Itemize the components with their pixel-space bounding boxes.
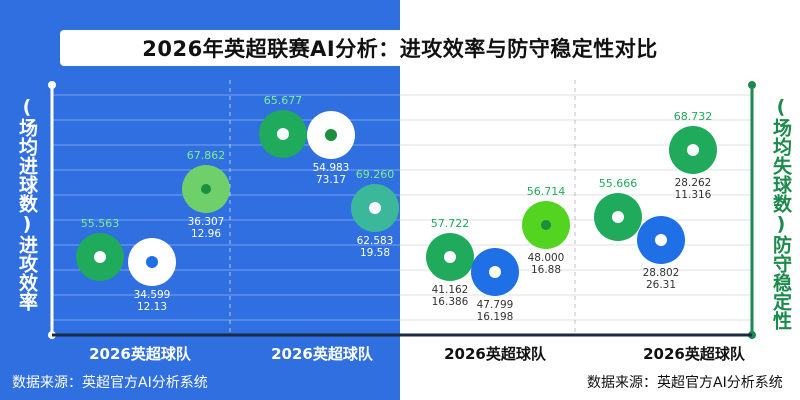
data-label-bottom-g4-p3-1: 28.262 (675, 177, 712, 189)
data-label-bottom-g1-p3-1: 36.307 (188, 216, 225, 228)
title-band-right (400, 30, 740, 66)
data-label-top-g4-p3: 68.732 (674, 110, 713, 123)
bubble-dot-g2-p1 (277, 128, 289, 140)
data-label-bottom-g2-p3-2: 19.58 (360, 247, 390, 259)
data-label-bottom-g3-p3-1: 48.000 (528, 252, 565, 264)
left-axis-cap-top (48, 81, 56, 89)
bubble-dot-g3-p2 (489, 266, 501, 278)
bubble-dot-g4-p3 (687, 144, 699, 156)
title-band-left (60, 30, 400, 66)
data-label-bottom-g1-p3-2: 12.96 (191, 228, 221, 240)
data-label-top-g2-p3: 69.260 (356, 168, 395, 181)
bubble-dot-g2-p2 (325, 129, 337, 141)
chart-title: 2026年英超联赛AI分析：进攻效率与防守稳定性对比 (142, 37, 658, 61)
data-label-bottom-g1-p2-1: 34.599 (134, 289, 171, 301)
source-label-right: 数据来源：英超官方AI分析系统 (587, 375, 783, 391)
left-axis-label: (场均进球数)进攻效率 (16, 96, 38, 311)
category-label-2: 2026英超球队 (271, 345, 373, 363)
right-axis-cap-top (748, 81, 756, 89)
data-label-bottom-g4-p3-2: 11.316 (675, 189, 712, 201)
data-label-bottom-g3-p3-2: 16.88 (531, 264, 561, 276)
data-label-bottom-g2-p3-1: 62.583 (357, 235, 394, 247)
data-label-bottom-g3-p1-2: 16.386 (432, 296, 469, 308)
bubble-dot-g4-p1 (612, 211, 624, 223)
data-label-bottom-g2-p2-2: 73.17 (316, 174, 346, 186)
data-label-bottom-g4-p2-1: 28.802 (643, 267, 680, 279)
category-label-3: 2026英超球队 (444, 345, 546, 363)
right-axis-label: (场均失球数)防守稳定性 (770, 96, 792, 330)
data-label-top-g3-p3: 56.714 (527, 185, 566, 198)
data-label-bottom-g3-p1-1: 41.162 (432, 284, 469, 296)
bubble-dot-g3-p1 (444, 251, 456, 263)
bubble-dot-g3-p3 (541, 220, 551, 230)
bubble-dot-g1-p2 (146, 256, 158, 268)
data-label-bottom-g1-p2-2: 12.13 (137, 301, 167, 313)
data-label-top-g3-p1: 57.722 (431, 217, 470, 230)
source-label-left: 数据来源：英超官方AI分析系统 (12, 375, 208, 391)
data-label-bottom-g3-p2-1: 47.799 (477, 299, 514, 311)
data-label-top-g4-p1: 55.666 (599, 177, 638, 190)
bubble-dot-g1-p1 (94, 251, 106, 263)
data-label-top-g1-p3: 67.862 (187, 149, 226, 162)
data-label-bottom-g2-p2-1: 54.983 (313, 162, 350, 174)
title-band (60, 30, 740, 66)
bubble-dot-g4-p2 (655, 234, 667, 246)
data-label-top-g2-p1: 65.677 (264, 94, 303, 107)
data-label-top-g1-p1: 55.563 (81, 217, 120, 230)
bubble-dot-g1-p3 (201, 184, 211, 194)
category-label-1: 2026英超球队 (89, 345, 191, 363)
category-label-4: 2026英超球队 (643, 345, 745, 363)
right-panel-background (400, 0, 800, 400)
data-label-bottom-g3-p2-2: 16.198 (477, 311, 514, 323)
data-label-bottom-g4-p2-2: 26.31 (646, 279, 676, 291)
bubble-dot-g2-p3 (369, 202, 381, 214)
